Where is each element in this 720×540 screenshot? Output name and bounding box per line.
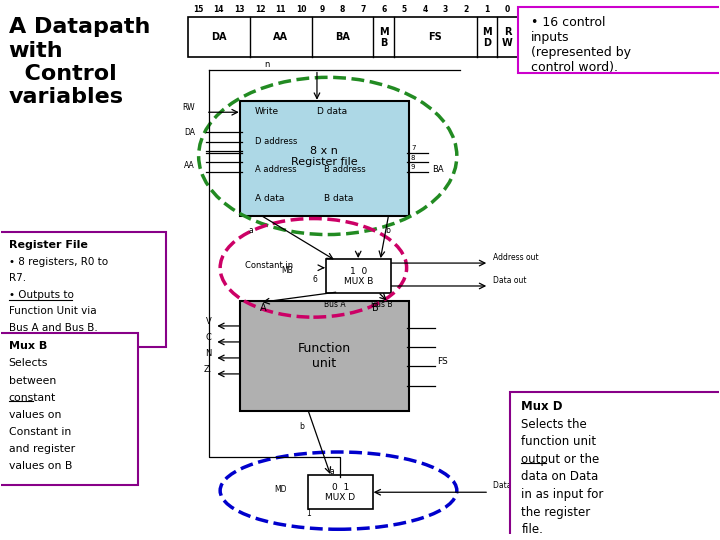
Text: BA: BA	[432, 165, 444, 174]
FancyBboxPatch shape	[0, 232, 166, 347]
Text: Constant in: Constant in	[9, 427, 71, 437]
Text: MD: MD	[274, 485, 287, 494]
Text: Selects: Selects	[9, 359, 48, 368]
Text: 14: 14	[214, 5, 224, 14]
FancyBboxPatch shape	[307, 475, 373, 509]
Text: 9: 9	[319, 5, 325, 14]
Text: Z.: Z.	[203, 365, 212, 374]
Text: A data: A data	[255, 194, 284, 203]
Text: M
D: M D	[482, 26, 492, 48]
Text: 9: 9	[411, 164, 415, 171]
Text: 7: 7	[411, 145, 415, 151]
Text: M
B: M B	[379, 26, 389, 48]
FancyBboxPatch shape	[325, 259, 391, 293]
Text: b: b	[385, 226, 390, 235]
Text: A address: A address	[255, 165, 296, 174]
Text: FS: FS	[428, 32, 442, 42]
Text: R7.: R7.	[9, 273, 26, 283]
Text: B: B	[372, 302, 379, 313]
Text: N: N	[205, 349, 212, 358]
Text: Bus A: Bus A	[324, 300, 346, 309]
Text: • Outputs to: • Outputs to	[9, 290, 73, 300]
Text: a: a	[249, 226, 253, 235]
Text: MB: MB	[282, 266, 293, 275]
FancyBboxPatch shape	[510, 392, 720, 540]
Text: constant: constant	[9, 393, 56, 403]
Text: A: A	[260, 302, 266, 313]
Text: a: a	[330, 467, 334, 476]
Text: 2: 2	[464, 5, 469, 14]
Text: Function
unit: Function unit	[297, 342, 351, 370]
Text: 6: 6	[312, 275, 318, 284]
Text: V: V	[206, 317, 212, 326]
Text: RW: RW	[182, 103, 195, 112]
FancyBboxPatch shape	[240, 101, 409, 216]
Text: n: n	[264, 60, 269, 70]
FancyBboxPatch shape	[0, 333, 138, 485]
Text: values on B: values on B	[9, 461, 72, 471]
Text: D data: D data	[317, 107, 347, 117]
Text: R
W: R W	[502, 26, 513, 48]
Text: B address: B address	[324, 165, 366, 174]
FancyBboxPatch shape	[518, 6, 720, 73]
Text: 11: 11	[276, 5, 286, 14]
Text: 1: 1	[306, 509, 311, 518]
Text: AA: AA	[273, 32, 288, 42]
Text: data on Data: data on Data	[521, 470, 598, 483]
Text: AA: AA	[184, 160, 195, 170]
Text: 0  1
MUX D: 0 1 MUX D	[325, 483, 356, 502]
Text: 6: 6	[381, 5, 387, 14]
Text: 0: 0	[505, 5, 510, 14]
Text: Register File: Register File	[9, 240, 87, 250]
Text: Address out: Address out	[492, 253, 539, 262]
Text: D address: D address	[255, 137, 297, 146]
Text: Mux B: Mux B	[9, 341, 47, 352]
Text: A Datapath
with
  Control
variables: A Datapath with Control variables	[9, 17, 150, 107]
Text: output or the: output or the	[521, 453, 600, 466]
Text: the register: the register	[521, 505, 590, 518]
Text: 4: 4	[423, 5, 428, 14]
FancyBboxPatch shape	[188, 17, 518, 57]
Text: BA: BA	[335, 32, 350, 42]
Text: b: b	[300, 422, 305, 431]
Text: 15: 15	[193, 5, 203, 14]
Text: function unit: function unit	[521, 435, 596, 448]
Text: DA: DA	[211, 32, 227, 42]
Text: between: between	[9, 375, 56, 386]
Text: and register: and register	[9, 444, 75, 454]
Text: Bus B: Bus B	[371, 300, 392, 309]
Text: 8: 8	[411, 155, 415, 161]
Text: Mux D: Mux D	[521, 400, 563, 413]
Text: C: C	[206, 333, 212, 342]
Text: file.: file.	[521, 523, 544, 536]
Text: 7: 7	[361, 5, 366, 14]
Text: Constant in: Constant in	[246, 261, 293, 270]
Text: 1: 1	[485, 5, 490, 14]
Text: DA: DA	[184, 127, 195, 137]
Text: Function Unit via: Function Unit via	[9, 306, 96, 316]
Text: FS: FS	[438, 357, 449, 366]
Text: 10: 10	[296, 5, 307, 14]
Text: B data: B data	[324, 194, 354, 203]
Text: Selects the: Selects the	[521, 417, 587, 430]
Text: in as input for: in as input for	[521, 488, 604, 501]
Text: 13: 13	[234, 5, 245, 14]
Text: 8: 8	[340, 5, 345, 14]
Text: • 16 control
inputs
(represented by
control word).: • 16 control inputs (represented by cont…	[531, 16, 631, 75]
Text: Bus A and Bus B.: Bus A and Bus B.	[9, 323, 97, 333]
Text: Write: Write	[255, 107, 279, 117]
Text: 1  0
MUX B: 1 0 MUX B	[343, 267, 373, 286]
Text: 3: 3	[443, 5, 449, 14]
Text: 12: 12	[255, 5, 265, 14]
Text: values on: values on	[9, 410, 61, 420]
Text: Data out: Data out	[492, 276, 526, 285]
FancyBboxPatch shape	[240, 301, 409, 411]
Text: Data in: Data in	[492, 481, 521, 490]
Text: 5: 5	[402, 5, 407, 14]
Text: 8 x n
Register file: 8 x n Register file	[291, 146, 357, 167]
Text: • 8 registers, R0 to: • 8 registers, R0 to	[9, 256, 108, 267]
